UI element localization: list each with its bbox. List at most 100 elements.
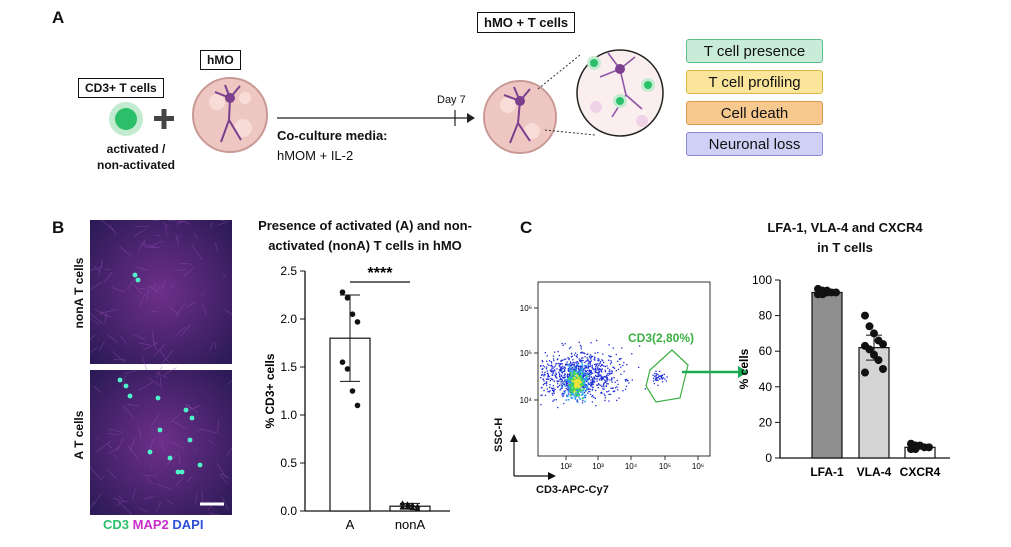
event-dot	[577, 386, 580, 389]
cd3-cell-dot	[155, 395, 161, 401]
event-dot	[596, 378, 599, 380]
event-dot	[558, 380, 560, 382]
event-dot	[567, 389, 569, 391]
neurite-texture	[160, 377, 162, 391]
event-dot	[655, 379, 657, 381]
event-dot	[555, 375, 557, 377]
event-dot	[556, 363, 558, 365]
event-dot	[576, 364, 578, 367]
event-dot	[595, 369, 597, 371]
neurite-texture	[138, 381, 154, 391]
event-dot	[620, 373, 622, 375]
event-dot	[568, 368, 571, 371]
chart-c-title-line1: LFA-1, VLA-4 and CXCR4	[767, 220, 923, 235]
x-tick-label: 10³	[592, 462, 604, 471]
event-dot	[581, 364, 584, 366]
event-dot	[557, 383, 559, 385]
event-dot	[600, 376, 602, 378]
neurite-texture	[141, 356, 148, 371]
event-dot	[545, 378, 548, 380]
neurite-texture	[160, 278, 167, 290]
event-dot	[610, 379, 613, 381]
neurite-texture	[163, 222, 169, 228]
event-dot	[581, 371, 583, 374]
event-dot	[550, 370, 552, 372]
event-dot	[592, 388, 594, 391]
event-dot	[590, 370, 592, 372]
event-dot	[562, 394, 565, 396]
event-dot	[598, 363, 600, 365]
event-dot	[547, 373, 550, 375]
neurite-texture	[210, 221, 213, 229]
event-dot	[545, 384, 548, 386]
event-dot	[576, 356, 578, 358]
event-dot	[616, 386, 618, 388]
event-dot	[582, 357, 584, 359]
event-dot	[576, 372, 579, 375]
event-dot	[592, 383, 595, 385]
event-dot	[583, 378, 586, 381]
event-dot	[568, 373, 571, 376]
event-dot	[567, 391, 570, 393]
event-dot	[568, 369, 570, 372]
event-dot	[606, 377, 609, 379]
event-dot	[558, 354, 560, 357]
event-dot	[599, 379, 601, 381]
event-dot	[652, 374, 654, 377]
event-dot	[595, 363, 597, 365]
event-dot	[572, 382, 575, 385]
event-dot	[564, 369, 566, 372]
event-dot	[578, 341, 580, 343]
event-dot	[589, 388, 591, 390]
event-dot	[566, 382, 568, 385]
event-dot	[608, 370, 610, 373]
event-dot	[579, 375, 582, 377]
event-dot	[572, 384, 575, 387]
event-dot	[608, 390, 610, 392]
event-dot	[569, 389, 572, 392]
event-dot	[579, 387, 582, 390]
neurite-texture	[177, 269, 187, 271]
y-tick-label: 100	[752, 273, 772, 287]
event-dot	[570, 346, 572, 348]
event-dot	[542, 378, 544, 380]
event-dot	[541, 386, 543, 389]
panel-a-letter: A	[52, 8, 65, 27]
event-dot	[552, 394, 554, 396]
event-dot	[547, 363, 549, 365]
zoom-circle-icon	[576, 49, 664, 137]
neurite-texture	[168, 367, 177, 373]
event-dot	[570, 374, 572, 377]
event-dot	[595, 367, 597, 369]
event-dot	[605, 377, 608, 379]
y-tick-label: 10⁴	[520, 396, 533, 405]
event-dot	[545, 368, 548, 370]
event-dot	[610, 360, 612, 362]
neurite-texture	[185, 302, 195, 308]
event-dot	[560, 381, 562, 383]
event-dot	[601, 368, 603, 370]
event-dot	[663, 373, 665, 376]
event-dot	[558, 375, 561, 378]
neurite-texture	[108, 428, 123, 433]
event-dot	[568, 381, 571, 383]
event-dot	[655, 376, 657, 378]
event-dot	[576, 389, 579, 391]
event-dot	[582, 386, 584, 388]
event-dot	[576, 363, 578, 365]
readout-cell-death: Cell death	[686, 101, 823, 125]
event-dot	[587, 367, 589, 369]
x-tick-label: 10²	[560, 462, 572, 471]
event-dot	[584, 352, 586, 355]
event-dot	[583, 385, 585, 387]
event-dot	[573, 372, 576, 375]
event-dot	[595, 364, 598, 366]
data-point	[865, 345, 874, 354]
event-dot	[553, 369, 556, 371]
event-dot	[599, 374, 602, 376]
event-dot	[552, 355, 555, 357]
data-point	[409, 505, 416, 511]
event-dot	[567, 395, 569, 398]
neurite-texture	[156, 286, 161, 290]
event-dot	[571, 391, 574, 394]
